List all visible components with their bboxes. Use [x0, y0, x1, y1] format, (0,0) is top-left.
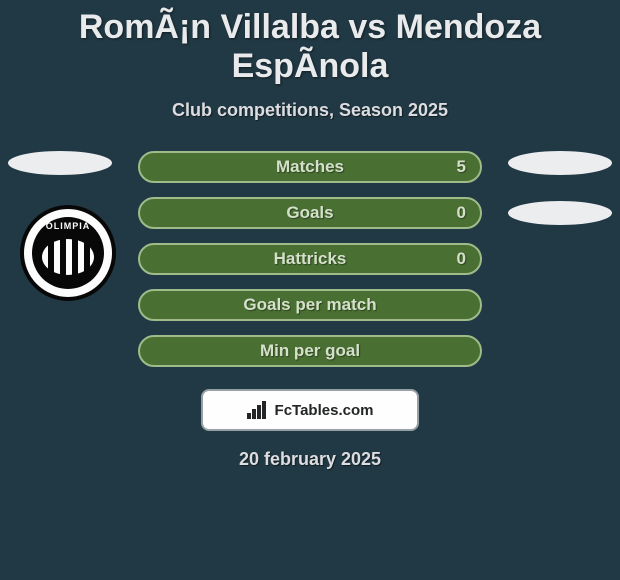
stat-row-gpm: Goals per match: [138, 289, 482, 321]
stat-row-hattricks: Hattricks 0: [138, 243, 482, 275]
oval-placeholder-right-2: [508, 201, 612, 225]
bar-chart-icon: [247, 401, 269, 419]
subtitle: Club competitions, Season 2025: [0, 100, 620, 121]
stat-label: Goals: [286, 203, 333, 223]
oval-placeholder-right-1: [508, 151, 612, 175]
stat-right-val: 5: [457, 157, 466, 177]
stat-row-mpg: Min per goal: [138, 335, 482, 367]
logo-inner: OLIMPIA: [32, 217, 104, 289]
comparison-card: RomÃ¡n Villalba vs Mendoza EspÃnola Club…: [0, 0, 620, 580]
stats-area: OLIMPIA Matches 5 Goals 0 Hattricks 0: [0, 151, 620, 470]
logo-stripes-icon: [42, 239, 94, 275]
logo-text: OLIMPIA: [46, 221, 91, 231]
oval-placeholder-left: [8, 151, 112, 175]
stat-right-val: 0: [457, 249, 466, 269]
stat-label: Min per goal: [260, 341, 360, 361]
stat-label: Matches: [276, 157, 344, 177]
stat-label: Hattricks: [274, 249, 347, 269]
stat-right-val: 0: [457, 203, 466, 223]
footer-date: 20 february 2025: [0, 449, 620, 470]
stat-row-goals: Goals 0: [138, 197, 482, 229]
stat-label: Goals per match: [243, 295, 376, 315]
team-logo-left: OLIMPIA: [20, 205, 116, 301]
brand-badge[interactable]: FcTables.com: [201, 389, 419, 431]
stat-rows: Matches 5 Goals 0 Hattricks 0 Goals per …: [138, 151, 482, 367]
page-title: RomÃ¡n Villalba vs Mendoza EspÃnola: [0, 0, 620, 86]
brand-text: FcTables.com: [275, 402, 374, 419]
stat-row-matches: Matches 5: [138, 151, 482, 183]
